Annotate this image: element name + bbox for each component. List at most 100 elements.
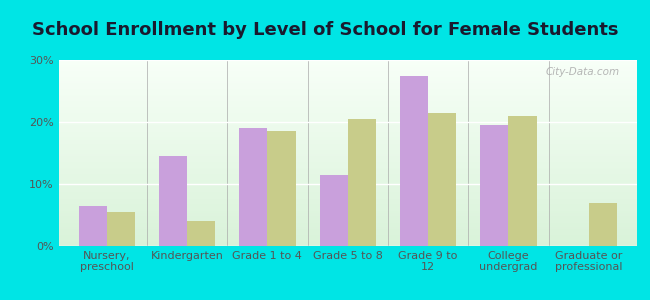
Bar (58, 81, 637, 82)
Bar (58, 149, 637, 150)
Bar (58, 223, 637, 224)
Bar (58, 130, 637, 131)
Bar (58, 140, 637, 141)
Bar (58, 91, 637, 92)
Bar (58, 181, 637, 182)
Bar (58, 64, 637, 66)
Bar (58, 148, 637, 149)
Bar (58, 144, 637, 145)
Bar (58, 60, 637, 61)
Bar (58, 132, 637, 133)
Bar (58, 179, 637, 180)
Bar (58, 86, 637, 87)
Bar (58, 88, 637, 89)
Bar (58, 95, 637, 96)
Bar (58, 75, 637, 76)
Bar (58, 68, 637, 69)
Bar (58, 101, 637, 102)
Bar (58, 162, 637, 163)
Bar (58, 79, 637, 80)
Bar (58, 126, 637, 127)
Bar (58, 160, 637, 161)
Bar (58, 237, 637, 238)
Bar (58, 157, 637, 158)
Bar (58, 103, 637, 104)
Bar (58, 239, 637, 240)
Bar (348, 119, 376, 246)
Bar (58, 155, 637, 156)
Bar (58, 90, 637, 91)
Bar (107, 212, 135, 246)
Bar (58, 165, 637, 166)
Bar (58, 109, 637, 110)
Bar (58, 122, 637, 123)
Bar (58, 77, 637, 78)
Bar (79, 206, 107, 246)
Bar (58, 143, 637, 144)
Bar (58, 197, 637, 198)
Bar (58, 217, 637, 218)
Bar (58, 133, 637, 134)
Bar (58, 201, 637, 202)
Bar (58, 198, 637, 199)
Bar (58, 98, 637, 99)
Bar (58, 184, 637, 185)
Bar (58, 226, 637, 227)
Bar (58, 178, 637, 179)
Bar (58, 170, 637, 171)
Bar (58, 85, 637, 86)
Bar (58, 70, 637, 71)
Bar (589, 202, 617, 246)
Bar (58, 220, 637, 221)
Bar (58, 69, 637, 70)
Bar (58, 63, 637, 64)
Bar (58, 94, 637, 95)
Bar (58, 228, 637, 229)
Text: School Enrollment by Level of School for Female Students: School Enrollment by Level of School for… (32, 21, 618, 39)
Bar (58, 158, 637, 159)
Bar (58, 243, 637, 244)
Bar (58, 236, 637, 237)
Bar (58, 76, 637, 77)
Bar (58, 218, 637, 219)
Bar (58, 74, 637, 75)
Bar (187, 221, 215, 246)
Bar (58, 159, 637, 160)
Bar (159, 156, 187, 246)
Bar (58, 135, 637, 136)
Bar (508, 116, 536, 246)
Bar (428, 113, 456, 246)
Bar (58, 188, 637, 189)
Bar (58, 180, 637, 181)
Bar (58, 173, 637, 174)
Bar (58, 67, 637, 68)
Bar (58, 131, 637, 132)
Bar (58, 118, 637, 119)
Bar (58, 119, 637, 120)
Bar (58, 124, 637, 125)
Bar (239, 128, 267, 246)
Bar (58, 238, 637, 239)
Bar (58, 136, 637, 137)
Bar (58, 156, 637, 157)
Bar (58, 175, 637, 176)
Bar (58, 169, 637, 170)
Bar (58, 163, 637, 164)
Bar (58, 146, 637, 147)
Bar (480, 125, 508, 246)
Bar (58, 185, 637, 187)
Bar (58, 160, 637, 161)
Bar (58, 113, 637, 114)
Text: City-Data.com: City-Data.com (545, 68, 619, 77)
Bar (58, 209, 637, 210)
Bar (400, 76, 428, 246)
Bar (58, 240, 637, 241)
Bar (58, 105, 637, 106)
Bar (58, 106, 637, 107)
Bar (58, 102, 637, 103)
Bar (58, 151, 637, 152)
Bar (58, 245, 637, 246)
Bar (58, 153, 637, 154)
Bar (58, 123, 637, 124)
Bar (58, 196, 637, 197)
